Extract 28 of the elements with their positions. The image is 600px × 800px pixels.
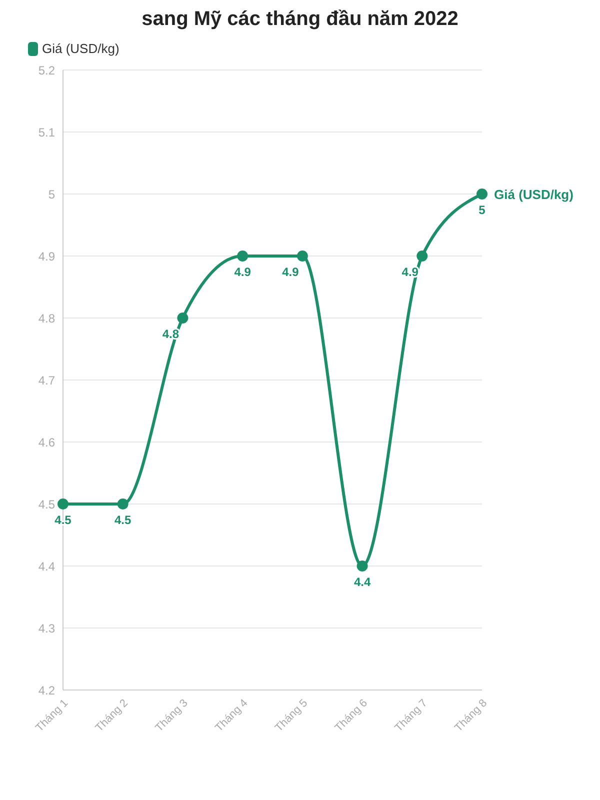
point xyxy=(237,250,248,262)
y-tick-label: 4.9 xyxy=(38,249,56,264)
point xyxy=(416,250,428,262)
data-label: 4.5 xyxy=(54,513,72,527)
y-tick-label: 4.6 xyxy=(38,435,56,450)
point xyxy=(296,250,308,262)
y-tick-label: 5.1 xyxy=(38,125,56,140)
point xyxy=(476,188,488,200)
y-tick-label: 4.4 xyxy=(38,559,56,574)
y-tick-label: 4.5 xyxy=(38,497,56,512)
legend-label: Giá (USD/kg) xyxy=(41,41,120,56)
data-label: 4.5 xyxy=(114,513,132,527)
y-tick-label: 4.8 xyxy=(38,311,56,326)
point xyxy=(117,498,128,510)
data-label: 4.4 xyxy=(354,575,371,589)
y-tick-label: 4.7 xyxy=(38,373,56,388)
data-label: 4.9 xyxy=(282,265,300,279)
text: Giá (USD/kg) xyxy=(494,187,574,202)
point xyxy=(58,498,68,510)
data-label: 4.9 xyxy=(234,265,252,279)
point xyxy=(356,560,368,572)
y-tick-label: 4.2 xyxy=(38,683,56,698)
point xyxy=(177,312,188,324)
y-tick-label: 4.3 xyxy=(38,621,56,636)
y-tick-label: 5.2 xyxy=(38,63,56,78)
data-label: 5 xyxy=(478,203,486,217)
chart-title: sang Mỹ các tháng đầu năm 2022 xyxy=(140,8,460,31)
y-tick-label: 5 xyxy=(48,187,56,202)
